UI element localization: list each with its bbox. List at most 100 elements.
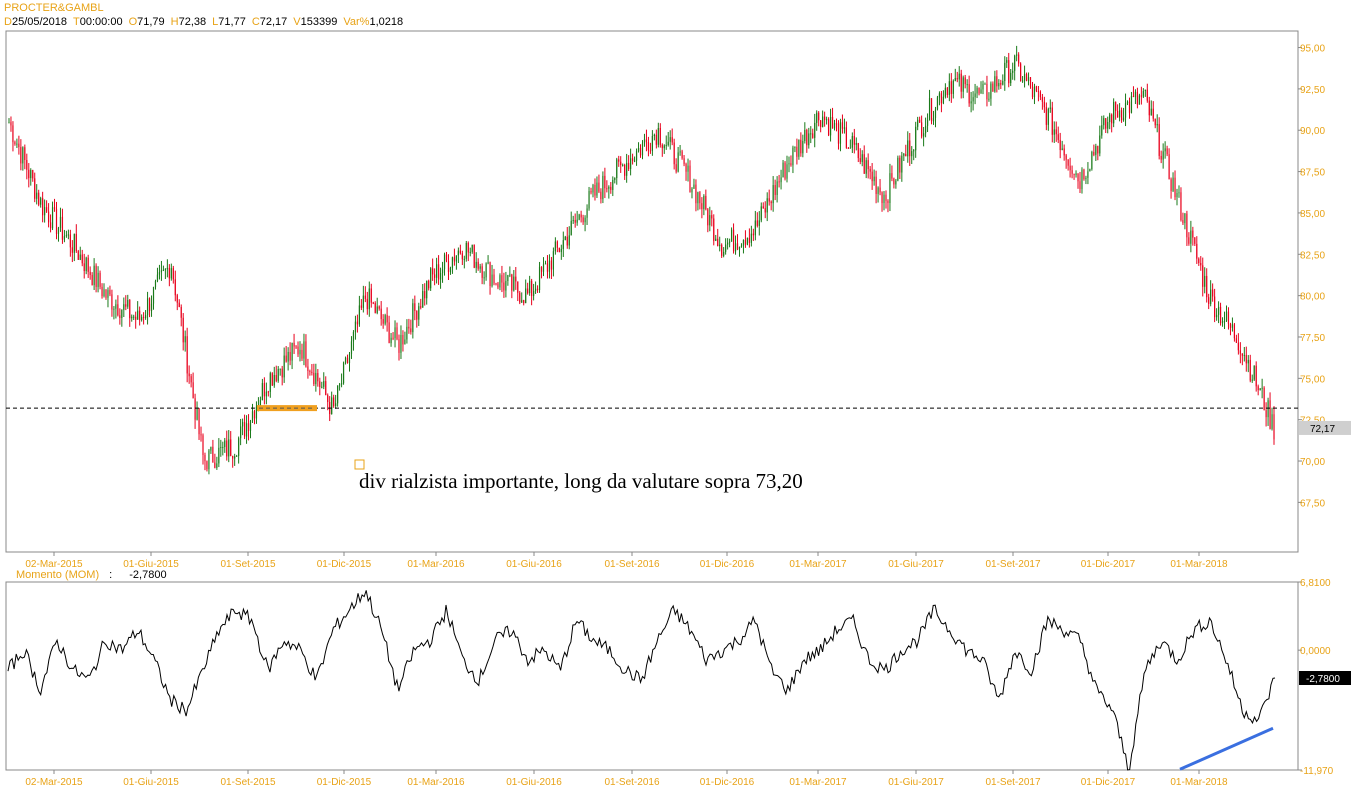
price-candle-body (156, 274, 159, 282)
price-candle-body (534, 288, 537, 291)
price-candle-body (837, 123, 840, 144)
price-candle-body (556, 241, 558, 248)
price-candle-body (1144, 89, 1146, 91)
price-candle-body (378, 306, 380, 309)
price-candle-body (89, 271, 91, 275)
price-candle-body (1113, 101, 1115, 124)
price-candle-body (1115, 101, 1117, 111)
price-candle-body (253, 411, 256, 419)
price-candle-body (1176, 192, 1178, 198)
price-candle-body (1251, 379, 1253, 381)
price-candle-body (1249, 359, 1251, 381)
price-candle-body (742, 239, 745, 246)
price-candle-body (507, 275, 509, 281)
ohlc-value: 71,77 (218, 16, 246, 28)
price-candle-body (291, 342, 293, 361)
ohlc-value: 00:00:00 (79, 16, 123, 28)
price-candle-body (22, 147, 24, 164)
price-candle-body (984, 83, 986, 85)
price-candle-body (515, 276, 517, 282)
price-candle-body (1051, 107, 1053, 135)
price-candle-body (412, 303, 414, 333)
price-candle-body (370, 288, 372, 303)
price-candle-body (764, 208, 766, 213)
price-candle-body (1101, 125, 1103, 136)
price-candle-body (1150, 108, 1152, 116)
price-candle-body (1014, 55, 1016, 71)
price-candle-body (487, 262, 489, 264)
price-candle-body (65, 235, 68, 237)
price-candle-body (160, 270, 163, 273)
price-candle-body (952, 80, 954, 94)
price-candle-body (1225, 311, 1228, 322)
price-candle-body (1188, 237, 1190, 244)
price-candle-body (131, 316, 133, 319)
price-candle-body (746, 237, 749, 245)
price-candle-body (913, 150, 915, 152)
indicator-header: Momento (MOM): -2,7800 (16, 569, 167, 581)
price-candle-body (465, 242, 467, 259)
price-candle-body (26, 159, 28, 170)
price-candle-body (1146, 89, 1148, 101)
price-candle-body (721, 244, 723, 256)
price-candle-body (416, 311, 418, 320)
price-y-tick-label: 67,50 (1300, 498, 1325, 509)
ohlc-key: L (212, 16, 219, 28)
price-candle-body (388, 322, 390, 344)
price-candle-body (400, 334, 402, 353)
price-candle-body (226, 440, 228, 457)
price-candle-body (717, 238, 719, 247)
indicator-value: -2,7800 (129, 569, 167, 581)
price-candle-body (430, 268, 432, 289)
price-candle-body (190, 376, 192, 383)
price-candle-body (871, 171, 873, 182)
price-candle-body (1120, 110, 1123, 121)
price-candle-body (277, 368, 279, 381)
price-candle-body (1073, 173, 1075, 175)
price-candle-body (410, 328, 412, 333)
price-candle-body (909, 140, 911, 157)
price-candle-body (1267, 400, 1269, 418)
price-candle-body (127, 300, 129, 307)
price-candle-body (1029, 77, 1032, 87)
price-candle-body (649, 150, 652, 152)
price-candle-body (826, 119, 828, 121)
price-candle-body (20, 147, 22, 164)
price-candle-body (271, 373, 273, 386)
price-candle-body (853, 136, 855, 145)
price-candle-body (1170, 179, 1172, 191)
price-candle-body (1006, 60, 1008, 63)
price-candle-body (348, 353, 351, 364)
price-candle-body (521, 300, 523, 303)
price-candle-body (394, 327, 396, 339)
price-candle-body (249, 420, 252, 431)
price-candle-body (1132, 96, 1135, 98)
price-candle-body (972, 97, 974, 102)
momentum-x-tick-label: 02-Mar-2015 (25, 777, 83, 788)
price-y-tick-label: 75,00 (1300, 374, 1325, 385)
price-candle-body (335, 403, 337, 407)
momentum-y-tick-label: -11,970 (1300, 766, 1334, 777)
price-candle-body (338, 384, 341, 386)
price-x-tick-label: 01-Set-2016 (604, 559, 659, 570)
price-candle-body (560, 248, 562, 253)
price-candle-body (340, 383, 343, 385)
price-candle-body (992, 83, 994, 92)
price-candle-body (798, 139, 800, 157)
price-candle-body (938, 93, 941, 98)
price-candle-body (602, 175, 604, 200)
price-candle-body (883, 194, 885, 204)
price-candle-body (139, 310, 141, 321)
price-candle-body (582, 217, 584, 223)
price-candle-body (346, 357, 349, 364)
price-candle-body (164, 269, 166, 271)
price-candle-body (1071, 170, 1073, 174)
price-candle-body (428, 280, 430, 289)
price-candle-body (1142, 90, 1144, 97)
momentum-trendline (1179, 726, 1274, 771)
price-candle-body (974, 93, 976, 98)
price-candle-body (754, 220, 756, 236)
momentum-x-tick-label: 01-Dic-2017 (1081, 777, 1136, 788)
price-candle-body (101, 286, 103, 297)
price-candle-body (261, 383, 263, 401)
